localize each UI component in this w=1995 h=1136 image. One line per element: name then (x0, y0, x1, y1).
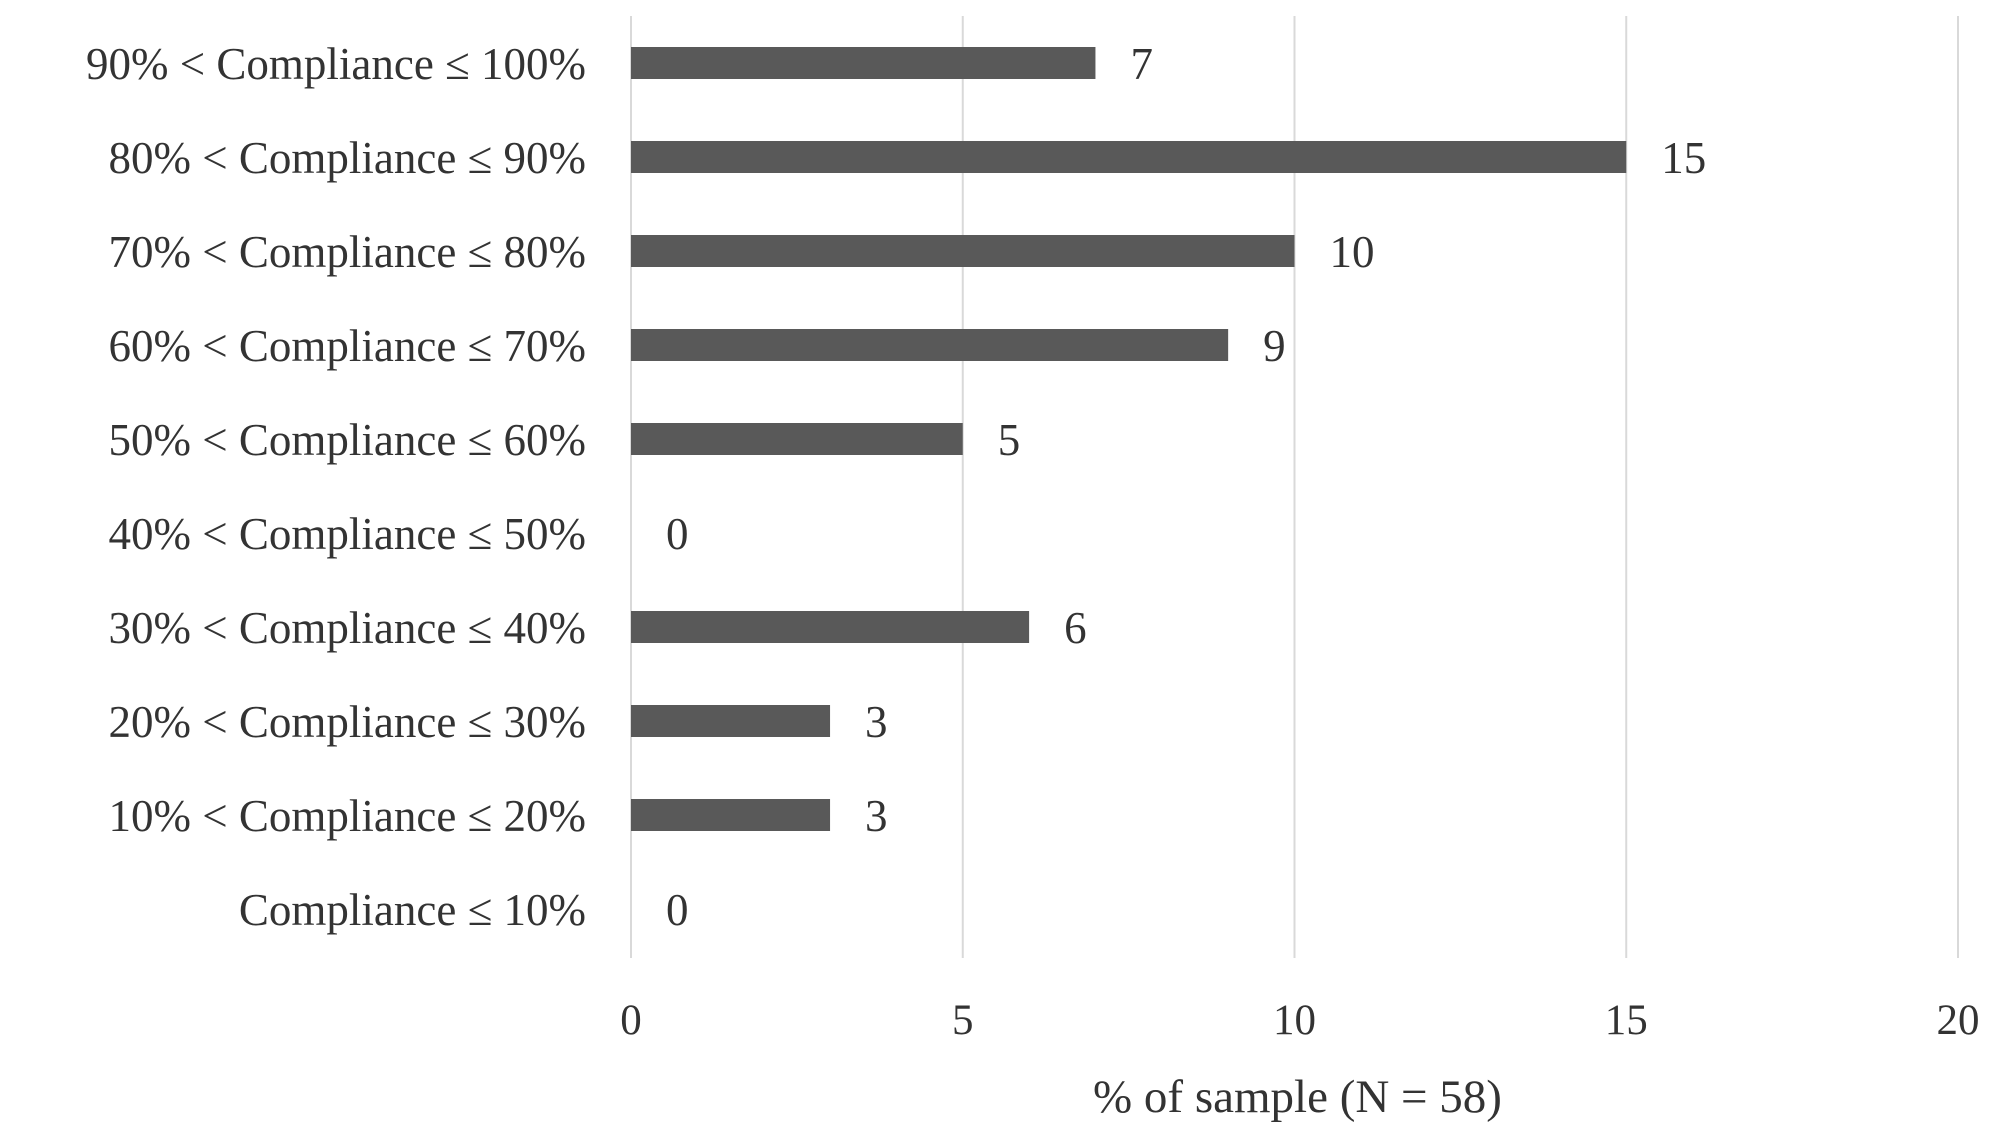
bar (631, 235, 1295, 267)
category-label: 60% < Compliance ≤ 70% (109, 321, 587, 371)
data-label: 3 (865, 697, 888, 747)
bar (631, 611, 1030, 643)
data-label: 3 (865, 791, 888, 841)
bar (631, 329, 1229, 361)
x-tick-label: 0 (620, 997, 642, 1044)
data-label: 10 (1330, 227, 1375, 277)
bar (631, 705, 831, 737)
category-label: 50% < Compliance ≤ 60% (109, 415, 587, 465)
x-tick-label: 15 (1605, 997, 1648, 1044)
bar (631, 423, 963, 455)
category-label: 20% < Compliance ≤ 30% (109, 697, 587, 747)
data-labels: 7 15 10 9 5 0 6 3 3 0 (666, 39, 1706, 935)
category-label: 70% < Compliance ≤ 80% (109, 227, 587, 277)
x-tick-label: 10 (1273, 997, 1316, 1044)
x-tick-labels: 0 5 10 15 20 (620, 997, 1979, 1044)
category-label: 40% < Compliance ≤ 50% (109, 509, 587, 559)
data-label: 7 (1130, 39, 1153, 89)
x-tick-label: 5 (952, 997, 974, 1044)
x-axis-title: % of sample (N = 58) (1093, 1071, 1502, 1123)
bar (631, 141, 1627, 173)
bars (631, 47, 1627, 831)
data-label: 5 (998, 415, 1021, 465)
data-label: 0 (666, 885, 689, 935)
data-label: 6 (1064, 603, 1087, 653)
category-label: 80% < Compliance ≤ 90% (109, 133, 587, 183)
category-label: 10% < Compliance ≤ 20% (109, 791, 587, 841)
bar (631, 47, 1096, 79)
category-labels: 90% < Compliance ≤ 100% 80% < Compliance … (86, 39, 586, 935)
category-label: 30% < Compliance ≤ 40% (109, 603, 587, 653)
data-label: 15 (1661, 133, 1706, 183)
bar (631, 799, 831, 831)
data-label: 0 (666, 509, 689, 559)
category-label: Compliance ≤ 10% (239, 885, 586, 935)
data-label: 9 (1263, 321, 1286, 371)
x-tick-label: 20 (1937, 997, 1980, 1044)
category-label: 90% < Compliance ≤ 100% (86, 39, 586, 89)
